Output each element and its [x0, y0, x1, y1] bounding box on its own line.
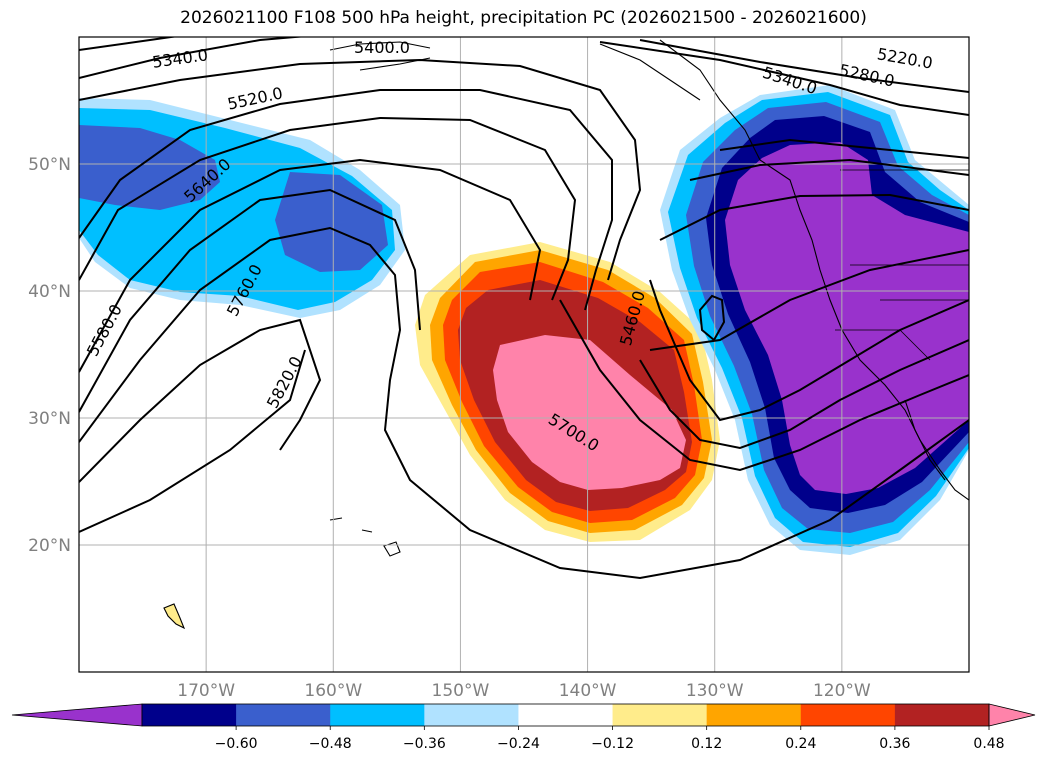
colorbar-tick-label: −0.12 [591, 736, 634, 752]
colorbar-segment [800, 704, 896, 726]
x-tick-label: 130°W [686, 681, 744, 701]
contour-line [639, 39, 969, 93]
colorbar-extend-max [988, 703, 1036, 727]
colorbar-segment [142, 704, 237, 726]
y-tick-label: 40°N [28, 282, 71, 302]
precip-region-west-na [660, 85, 969, 555]
us-borders [835, 169, 969, 361]
x-tick-label: 170°W [177, 681, 235, 701]
colorbar-segment [424, 704, 519, 726]
contour-line [599, 41, 969, 116]
colorbar-tick-label: 0.24 [785, 736, 816, 752]
colorbar-tick-label: −0.48 [309, 736, 352, 752]
island-small [163, 603, 186, 630]
contour-line [79, 226, 969, 580]
contour-line [79, 188, 421, 413]
colorbar-tick-label: 0.36 [879, 736, 910, 752]
colorbar-segment [236, 704, 331, 726]
contour-line [79, 116, 577, 301]
colorbar-extend-min [11, 703, 143, 727]
x-tick-label: 150°W [432, 681, 490, 701]
contour-line [719, 138, 969, 159]
contour-line [649, 279, 969, 422]
axis-labels: 170°W 160°W 150°W 140°W 130°W 120°W 20°N 30°N 40… [28, 155, 871, 701]
contour-line [79, 89, 613, 311]
height-contours [79, 37, 969, 580]
contour-line [639, 339, 969, 450]
colorbar-tick-label: −0.24 [497, 736, 540, 752]
colorbar-segment [612, 704, 708, 726]
gridlines [79, 37, 969, 672]
x-tick-label: 160°W [304, 681, 362, 701]
contour-line [559, 299, 969, 472]
coast-north-america [659, 39, 969, 501]
precip-region-north-pacific [79, 98, 405, 318]
colorbar-tick-label: 0.48 [973, 736, 1004, 752]
coastlines [163, 39, 969, 630]
contour-label: 5400.0 [354, 38, 410, 57]
contour-line [79, 318, 322, 483]
x-tick-label: 140°W [559, 681, 617, 701]
y-tick-label: 50°N [28, 155, 71, 175]
precip-region-positive [415, 242, 720, 542]
colorbar-frame [141, 703, 990, 727]
y-tick-label: 30°N [28, 409, 71, 429]
contour-line [689, 158, 969, 181]
contour-line [649, 249, 969, 351]
island-hawaii [329, 517, 401, 557]
colorbar-segment [330, 704, 425, 726]
chart-title: 2026021100 F108 500 hPa height, precipit… [180, 8, 867, 28]
colorbar-segment [894, 704, 990, 726]
colorbar: −0.60 −0.48 −0.36 −0.24 −0.12 0.12 0.24 0.36 0.4… [11, 703, 1036, 752]
colorbar-tick-label: −0.60 [215, 736, 258, 752]
contour-line [79, 158, 542, 373]
colorbar-segment [706, 704, 802, 726]
colorbar-segment [518, 704, 614, 726]
contour-line [698, 294, 726, 342]
map-frame [78, 36, 970, 673]
contour-line [79, 37, 179, 51]
x-tick-label: 120°W [813, 681, 871, 701]
contour-line [79, 58, 642, 281]
y-tick-label: 20°N [28, 536, 71, 556]
coast-baja [904, 399, 946, 481]
colorbar-tick-label: 0.12 [691, 736, 722, 752]
contour-line [659, 193, 969, 241]
colorbar-tick-label: −0.36 [403, 736, 446, 752]
contour-line [79, 349, 306, 533]
contour-line [79, 37, 307, 79]
